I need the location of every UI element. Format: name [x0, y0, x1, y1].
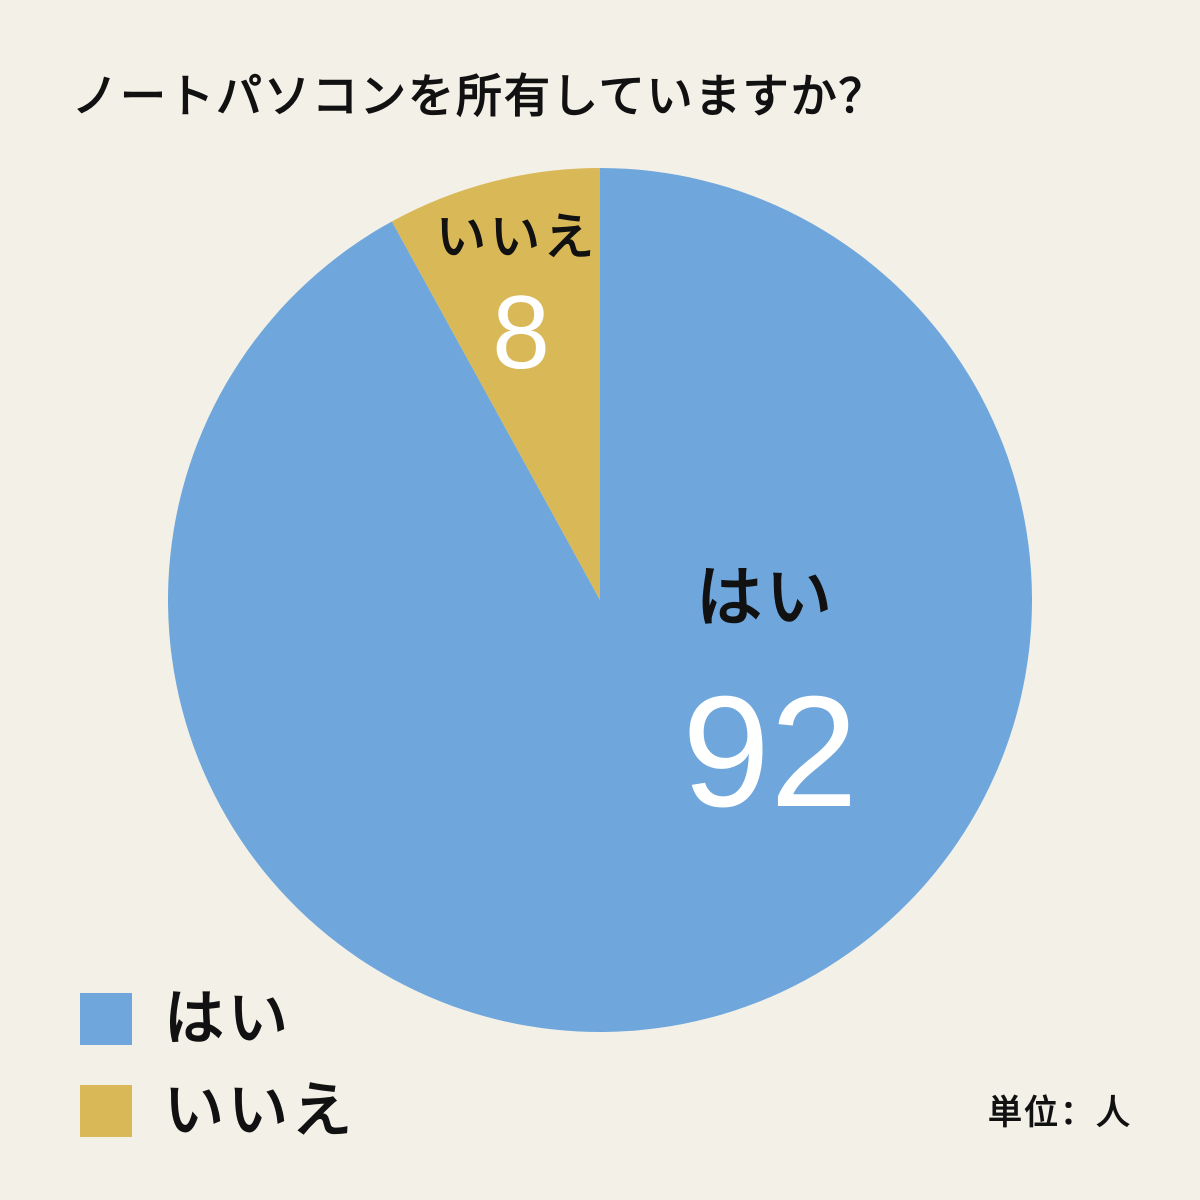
legend-item-no: いいえ: [80, 1076, 356, 1146]
slice-value-yes: 92: [682, 664, 858, 840]
unit-note: 単位：人: [988, 1094, 1132, 1132]
legend-swatch-no: [80, 1085, 132, 1137]
legend-label-yes: はい: [164, 985, 292, 1052]
legend: はい いいえ: [80, 984, 356, 1168]
slice-label-yes: はい: [696, 560, 836, 634]
pie-chart-svg: [168, 168, 1032, 1032]
pie-chart: [168, 168, 1032, 1032]
slice-label-no: いいえ: [436, 209, 598, 265]
legend-item-yes: はい: [80, 984, 356, 1054]
slice-value-no: 8: [492, 275, 550, 391]
legend-swatch-yes: [80, 993, 132, 1045]
pie-slice-0: [168, 168, 1032, 1032]
page-title: ノートパソコンを所有していますか？: [72, 70, 887, 122]
legend-label-no: いいえ: [164, 1077, 356, 1144]
pie-slice-1: [391, 168, 600, 600]
